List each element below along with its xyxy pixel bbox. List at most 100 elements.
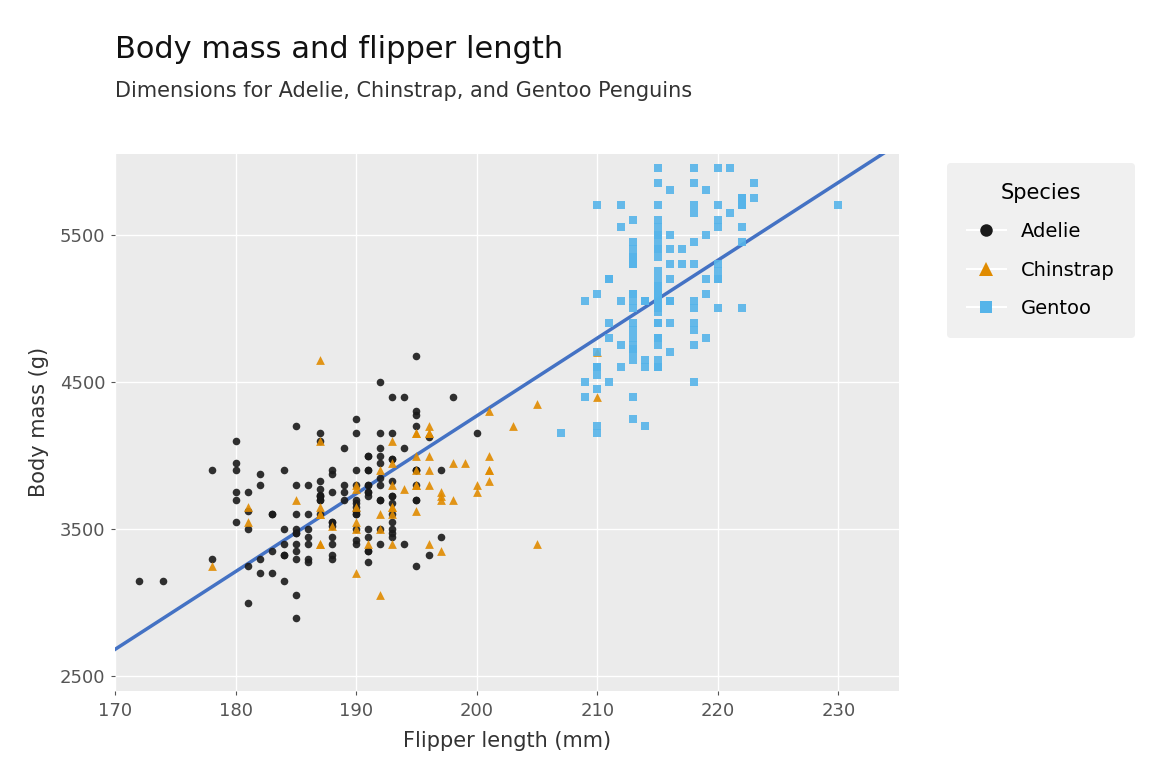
Point [395,442,414,455]
Point [347,568,365,580]
Point [649,265,667,277]
Point [311,538,329,550]
Point [612,199,630,211]
Point [311,427,329,439]
Point [384,527,402,539]
Point [384,457,402,469]
Point [298,538,317,550]
Point [636,353,654,366]
Point [311,482,329,495]
Point [649,332,667,344]
Point [238,515,257,528]
Point [323,515,341,528]
Point [130,574,149,587]
Y-axis label: Body mass (g): Body mass (g) [29,347,48,498]
Point [697,184,715,197]
Point [419,431,438,443]
Text: Dimensions for Adelie, Chinstrap, and Gentoo Penguins: Dimensions for Adelie, Chinstrap, and Ge… [115,81,692,101]
Point [649,243,667,256]
Point [274,523,293,535]
Point [649,339,667,351]
Point [528,398,546,410]
Point [408,464,426,476]
Point [624,339,643,351]
Point [624,236,643,248]
Point [649,214,667,226]
Point [660,317,679,329]
Point [298,552,317,564]
Point [287,479,305,492]
Point [576,376,594,388]
Point [600,332,619,344]
Point [649,287,667,300]
Point [238,523,257,535]
Point [733,221,751,233]
Point [298,523,317,535]
Point [287,538,305,550]
Point [503,420,522,432]
Point [408,560,426,572]
Point [371,442,389,455]
Point [287,508,305,521]
Point [323,552,341,564]
Point [624,390,643,402]
Point [371,479,389,492]
Point [274,574,293,587]
Point [660,295,679,307]
Point [708,214,727,226]
Point [287,420,305,432]
Point [684,339,703,351]
Point [444,390,462,402]
Point [384,490,402,502]
Point [697,228,715,240]
Point [384,508,402,521]
Point [660,258,679,270]
Point [384,538,402,550]
Point [684,258,703,270]
Point [649,228,667,240]
Point [335,494,354,506]
Point [588,383,606,396]
Point [624,258,643,270]
Point [347,505,365,517]
Point [384,475,402,488]
Point [371,508,389,521]
Point [274,538,293,550]
Point [323,468,341,480]
Point [371,494,389,506]
Point [431,464,449,476]
Point [479,475,498,488]
Point [684,317,703,329]
Point [298,508,317,521]
Point [408,420,426,432]
Point [238,505,257,517]
Point [251,568,270,580]
Point [408,494,426,506]
Point [408,464,426,476]
Point [624,250,643,263]
Point [287,523,305,535]
Point [588,361,606,373]
Point [649,361,667,373]
Point [431,494,449,506]
Point [744,192,763,204]
Point [588,427,606,439]
Point [263,545,281,558]
Point [227,435,245,447]
Point [311,501,329,513]
Point [395,482,414,495]
Point [359,545,378,558]
Point [624,287,643,300]
Point [238,560,257,572]
Point [227,494,245,506]
Point [600,317,619,329]
Point [408,427,426,439]
Point [479,449,498,462]
Point [384,508,402,521]
Point [708,302,727,314]
Point [624,317,643,329]
Point [347,508,365,521]
Point [384,390,402,402]
Point [649,280,667,293]
Point [660,346,679,359]
